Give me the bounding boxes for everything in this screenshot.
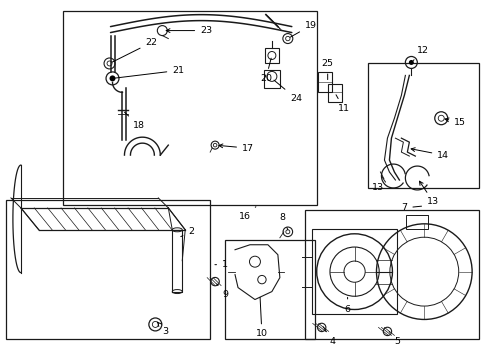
Text: 4: 4 [323, 327, 335, 346]
Text: 23: 23 [166, 26, 212, 35]
Text: 13: 13 [419, 181, 439, 206]
Text: 25: 25 [321, 59, 333, 80]
Text: 5: 5 [388, 332, 400, 346]
Bar [311, 229, 397, 315]
Text: 6: 6 [344, 297, 350, 314]
Bar [62, 11, 316, 205]
Text: 16: 16 [239, 207, 255, 221]
Bar [367, 63, 478, 188]
Circle shape [109, 75, 115, 81]
Text: 12: 12 [412, 46, 428, 60]
Bar [224, 240, 314, 339]
Ellipse shape [172, 228, 182, 232]
Text: 8: 8 [279, 213, 287, 230]
Circle shape [408, 60, 413, 65]
Text: 9: 9 [216, 284, 227, 299]
Text: 18: 18 [124, 112, 144, 130]
Text: 7: 7 [401, 203, 421, 212]
Text: 24: 24 [273, 80, 301, 103]
Text: 19: 19 [290, 21, 316, 37]
Text: 21: 21 [115, 66, 184, 78]
Bar [317, 72, 331, 92]
Text: 13: 13 [371, 178, 383, 193]
Text: 3: 3 [157, 322, 168, 336]
Bar [264, 71, 279, 88]
Text: 10: 10 [255, 297, 267, 338]
Text: 22: 22 [112, 38, 157, 62]
Text: 14: 14 [410, 148, 448, 159]
Bar [6, 200, 210, 339]
Text: 17: 17 [219, 144, 253, 153]
Ellipse shape [172, 289, 182, 293]
Bar [304, 210, 478, 339]
Polygon shape [235, 245, 279, 300]
Text: 2: 2 [181, 227, 194, 237]
Bar [406, 215, 427, 229]
Bar [327, 84, 341, 102]
Text: 15: 15 [444, 118, 465, 127]
Text: 20: 20 [259, 58, 271, 83]
Bar [264, 48, 278, 63]
Text: 11: 11 [335, 95, 349, 113]
Text: 1: 1 [214, 260, 227, 269]
